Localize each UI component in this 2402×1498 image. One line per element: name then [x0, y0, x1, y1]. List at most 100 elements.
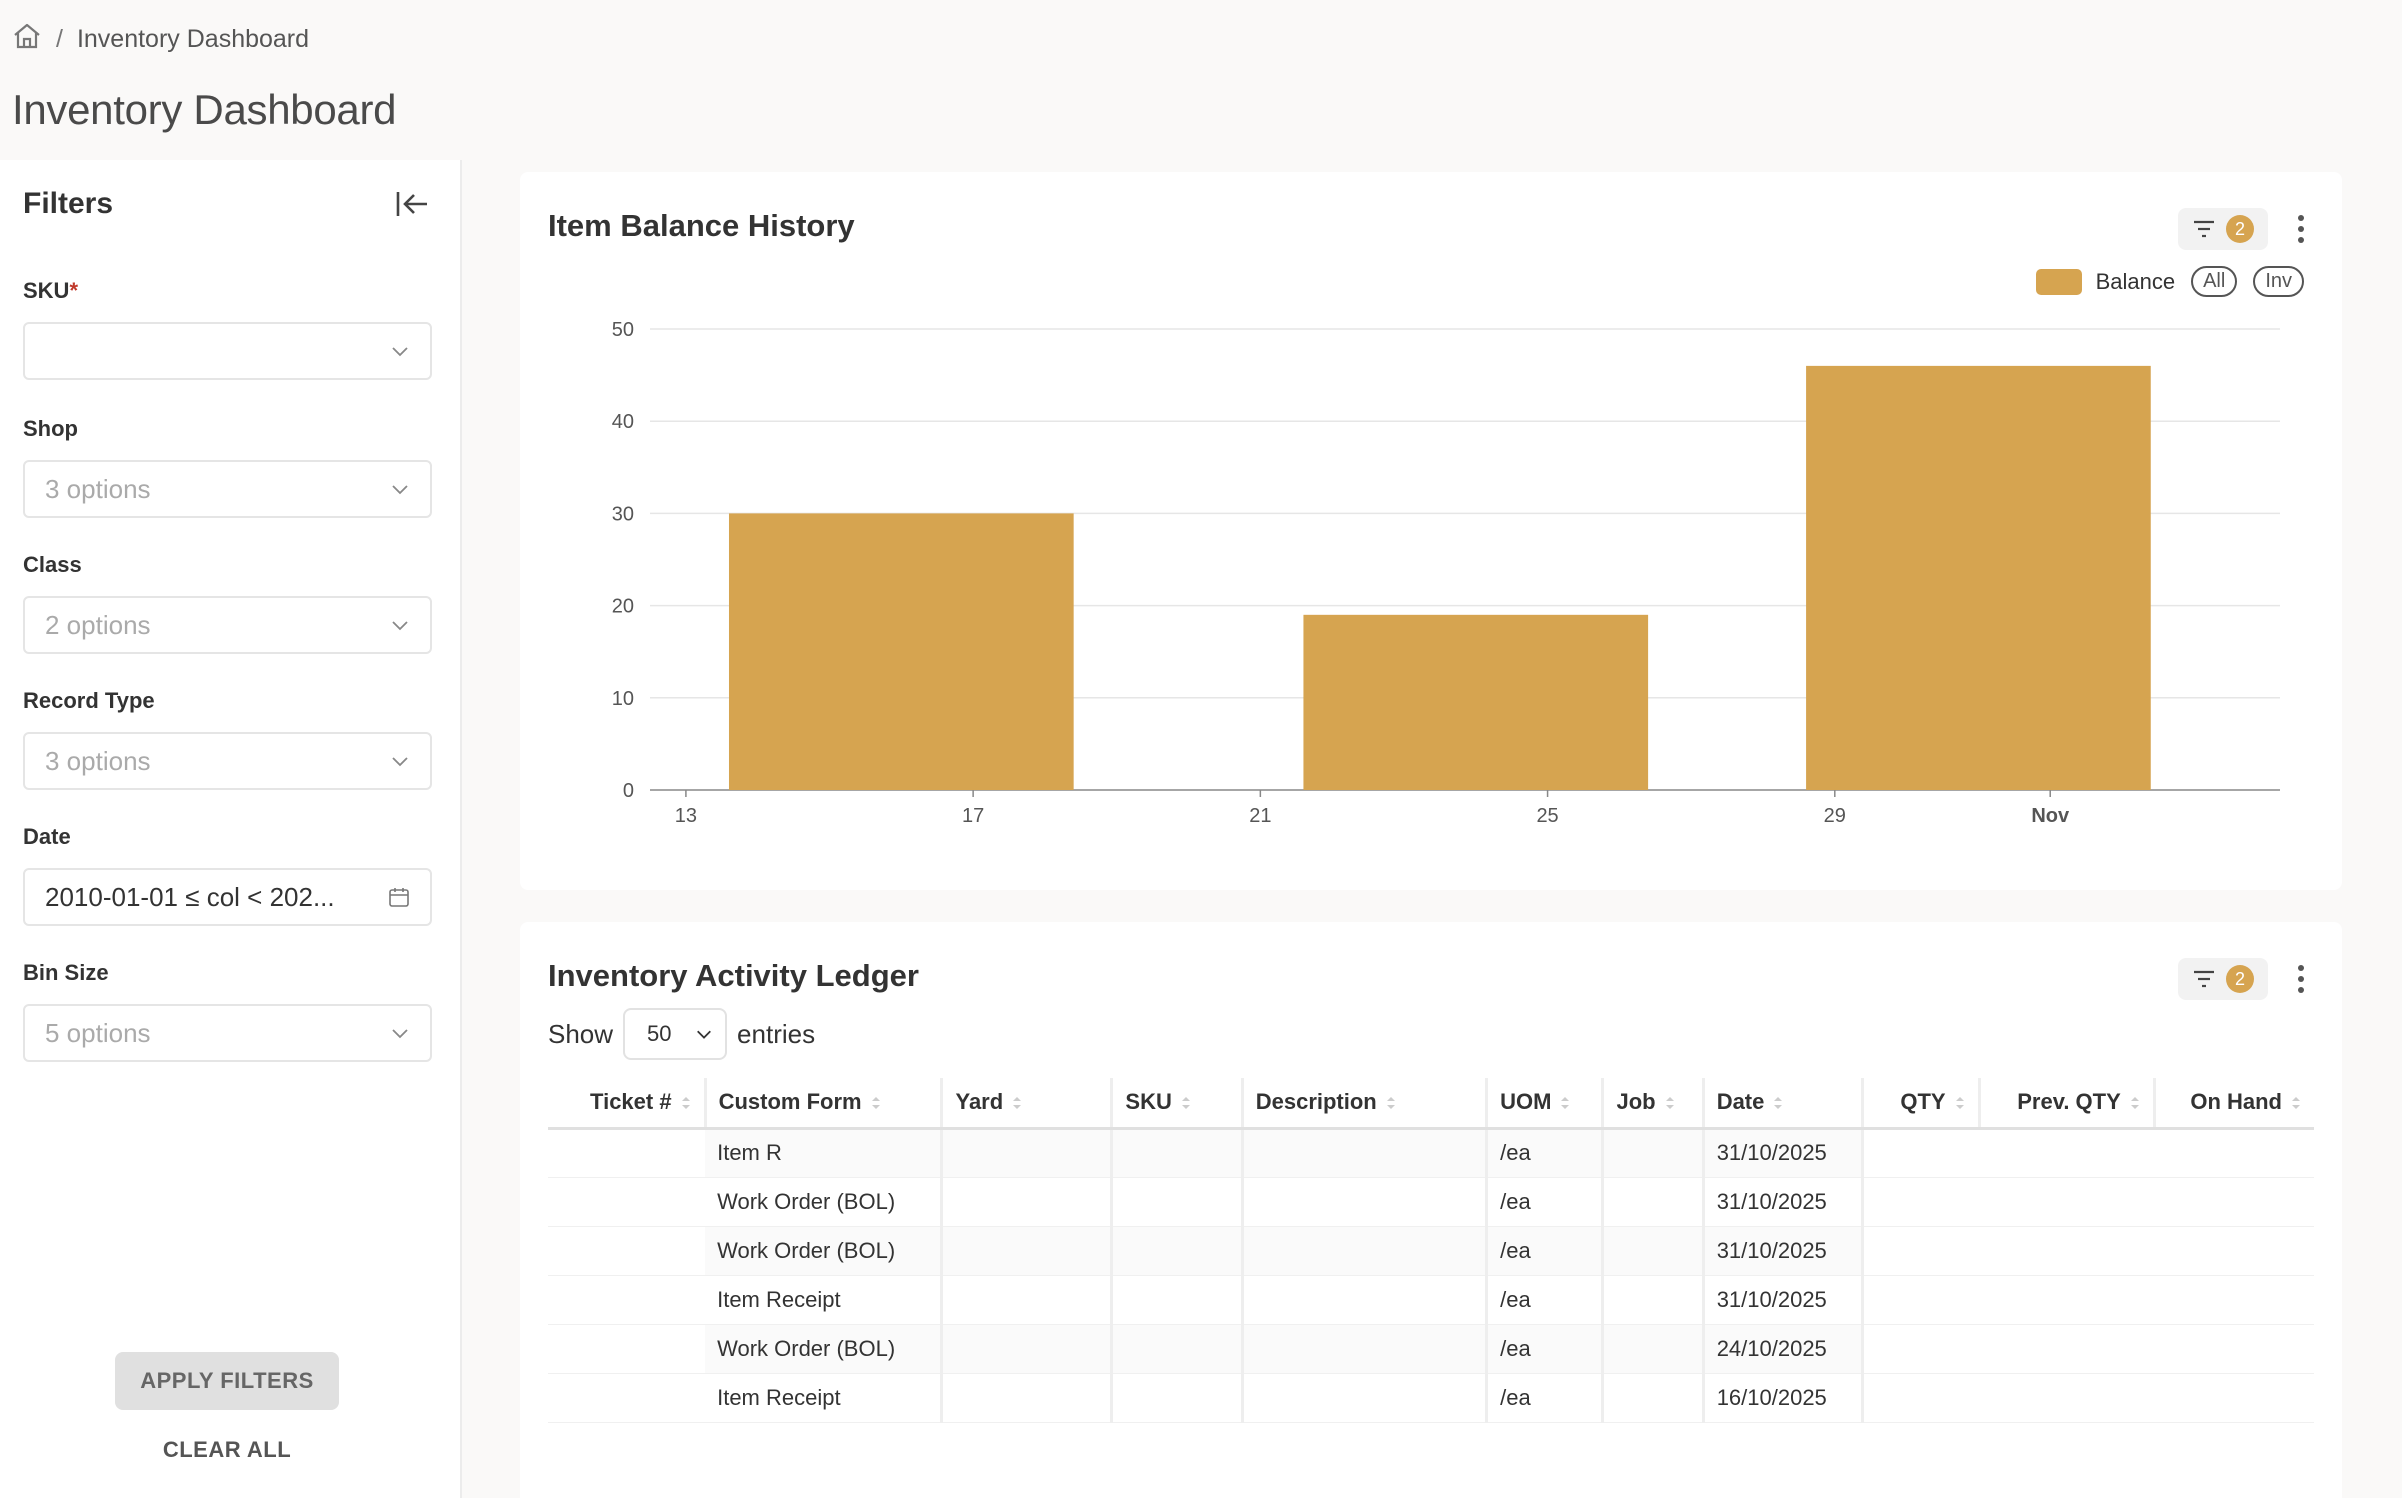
sort-icon[interactable] — [1772, 1095, 1784, 1111]
column-header[interactable]: Ticket # — [548, 1078, 707, 1130]
table-cell — [941, 1275, 1114, 1325]
table-cell: /ea — [1486, 1226, 1605, 1276]
chart-filter-chip[interactable]: 2 — [2178, 208, 2268, 250]
shop-select[interactable]: 3 options — [23, 460, 432, 518]
chevron-down-icon — [392, 1029, 408, 1039]
table-cell — [1979, 1275, 2155, 1325]
table-cell — [1242, 1177, 1489, 1227]
table-cell — [1602, 1177, 1705, 1227]
bar — [1303, 614, 1649, 790]
legend-label[interactable]: Balance — [2095, 268, 2176, 294]
table-cell — [1111, 1275, 1244, 1325]
sort-icon[interactable] — [1559, 1095, 1571, 1111]
table-cell — [1242, 1226, 1489, 1276]
ledger-actions: 2 — [2178, 958, 2314, 1000]
home-icon[interactable] — [12, 22, 42, 57]
legend-pill-all[interactable]: All — [2191, 266, 2238, 297]
sort-icon[interactable] — [2290, 1095, 2302, 1111]
column-header[interactable]: Prev. QTY — [1979, 1078, 2156, 1130]
table-row[interactable]: Item Receipt/ea 31/10/2025 — [548, 1275, 2314, 1325]
table-cell — [941, 1226, 1114, 1276]
column-header-label: QTY — [1900, 1089, 1946, 1115]
more-options-icon[interactable] — [2288, 961, 2314, 997]
sort-icon[interactable] — [1180, 1095, 1192, 1111]
table-cell — [1862, 1226, 1980, 1276]
column-header[interactable]: Description — [1242, 1078, 1489, 1130]
table-cell — [1979, 1373, 2155, 1423]
sort-icon[interactable] — [1385, 1095, 1397, 1111]
table-cell: Item Receipt — [705, 1373, 944, 1423]
table-row[interactable]: Work Order (BOL) /ea 31/10/2025 — [548, 1177, 2314, 1227]
show-entries-control: Show 50 entries — [548, 1008, 815, 1060]
y-tick-label: 40 — [612, 411, 634, 433]
legend-pill-inv[interactable]: Inv — [2253, 266, 2304, 297]
clear-all-button[interactable]: CLEAR ALL — [115, 1430, 339, 1470]
entries-select[interactable]: 50 — [623, 1008, 728, 1060]
chart-legend: Balance All Inv — [2035, 266, 2304, 297]
table-cell — [548, 1275, 706, 1325]
table-cell — [2154, 1373, 2314, 1423]
table-cell: 16/10/2025 — [1703, 1373, 1865, 1423]
table-cell — [1242, 1373, 1489, 1423]
bar — [728, 513, 1074, 790]
date-field: Date 2010-01-01 ≤ col < 202... — [23, 824, 432, 926]
table-row[interactable]: Work Order (BOL) /ea 31/10/2025 — [548, 1226, 2314, 1276]
bin-size-select[interactable]: 5 options — [23, 1004, 432, 1062]
class-select[interactable]: 2 options — [23, 596, 432, 654]
column-header-label: Job — [1616, 1089, 1656, 1115]
record-type-select[interactable]: 3 options — [23, 732, 432, 790]
breadcrumb-separator: / — [56, 25, 63, 53]
table-cell: 31/10/2025 — [1703, 1275, 1865, 1325]
table-row[interactable]: Item R/ea 31/10/2025 — [548, 1128, 2314, 1178]
table-cell — [1862, 1177, 1980, 1227]
column-header-label: Custom Form — [718, 1089, 862, 1115]
table-cell: 24/10/2025 — [1703, 1324, 1865, 1374]
column-header[interactable]: Date — [1703, 1078, 1865, 1130]
table-cell — [1862, 1128, 1980, 1178]
column-header[interactable]: Custom Form — [705, 1078, 944, 1130]
date-range-input[interactable]: 2010-01-01 ≤ col < 202... — [23, 868, 432, 926]
ledger-filter-chip[interactable]: 2 — [2178, 958, 2268, 1000]
chart-title: Item Balance History — [548, 208, 855, 243]
column-header[interactable]: Job — [1602, 1078, 1705, 1130]
column-header[interactable]: UOM — [1486, 1078, 1605, 1130]
shop-field: Shop 3 options — [23, 416, 432, 518]
table-cell — [2154, 1128, 2314, 1178]
table-row[interactable]: Work Order (BOL) /ea 24/10/2025 — [548, 1324, 2314, 1374]
column-header[interactable]: Yard — [941, 1078, 1114, 1130]
sku-select[interactable] — [23, 322, 432, 380]
column-header[interactable]: On Hand — [2154, 1078, 2314, 1130]
sku-label: SKU* — [23, 278, 79, 303]
table-cell: /ea — [1486, 1373, 1605, 1423]
sort-icon[interactable] — [1011, 1095, 1023, 1111]
column-header[interactable]: SKU — [1111, 1078, 1244, 1130]
chevron-down-icon — [697, 1030, 711, 1039]
collapse-left-icon[interactable] — [394, 186, 430, 222]
table-cell — [548, 1324, 706, 1374]
sort-icon[interactable] — [870, 1095, 882, 1111]
table-cell — [1602, 1275, 1705, 1325]
table-cell — [1602, 1128, 1705, 1178]
x-tick-label: 29 — [1824, 805, 1846, 827]
more-options-icon[interactable] — [2288, 211, 2314, 247]
table-cell — [548, 1226, 706, 1276]
bin-size-field: Bin Size 5 options — [23, 960, 432, 1062]
table-cell — [1602, 1226, 1705, 1276]
sort-icon[interactable] — [680, 1095, 692, 1111]
sort-icon[interactable] — [1954, 1095, 1966, 1111]
calendar-icon — [389, 888, 409, 907]
column-header[interactable]: QTY — [1862, 1078, 1981, 1130]
breadcrumb-current: Inventory Dashboard — [76, 25, 310, 53]
table-cell: 31/10/2025 — [1703, 1177, 1865, 1227]
apply-filters-button[interactable]: APPLY FILTERS — [115, 1352, 339, 1410]
filter-count-badge: 2 — [2226, 965, 2254, 993]
sort-icon[interactable] — [1664, 1095, 1676, 1111]
sort-icon[interactable] — [2129, 1095, 2141, 1111]
table-cell — [941, 1128, 1114, 1178]
table-cell — [1242, 1275, 1489, 1325]
table-cell: 31/10/2025 — [1703, 1226, 1865, 1276]
table-row[interactable]: Item Receipt/ea 16/10/2025 — [548, 1373, 2314, 1423]
filter-icon — [2194, 970, 2214, 988]
x-tick-label: Nov — [2031, 805, 2070, 827]
y-tick-label: 10 — [612, 688, 634, 710]
